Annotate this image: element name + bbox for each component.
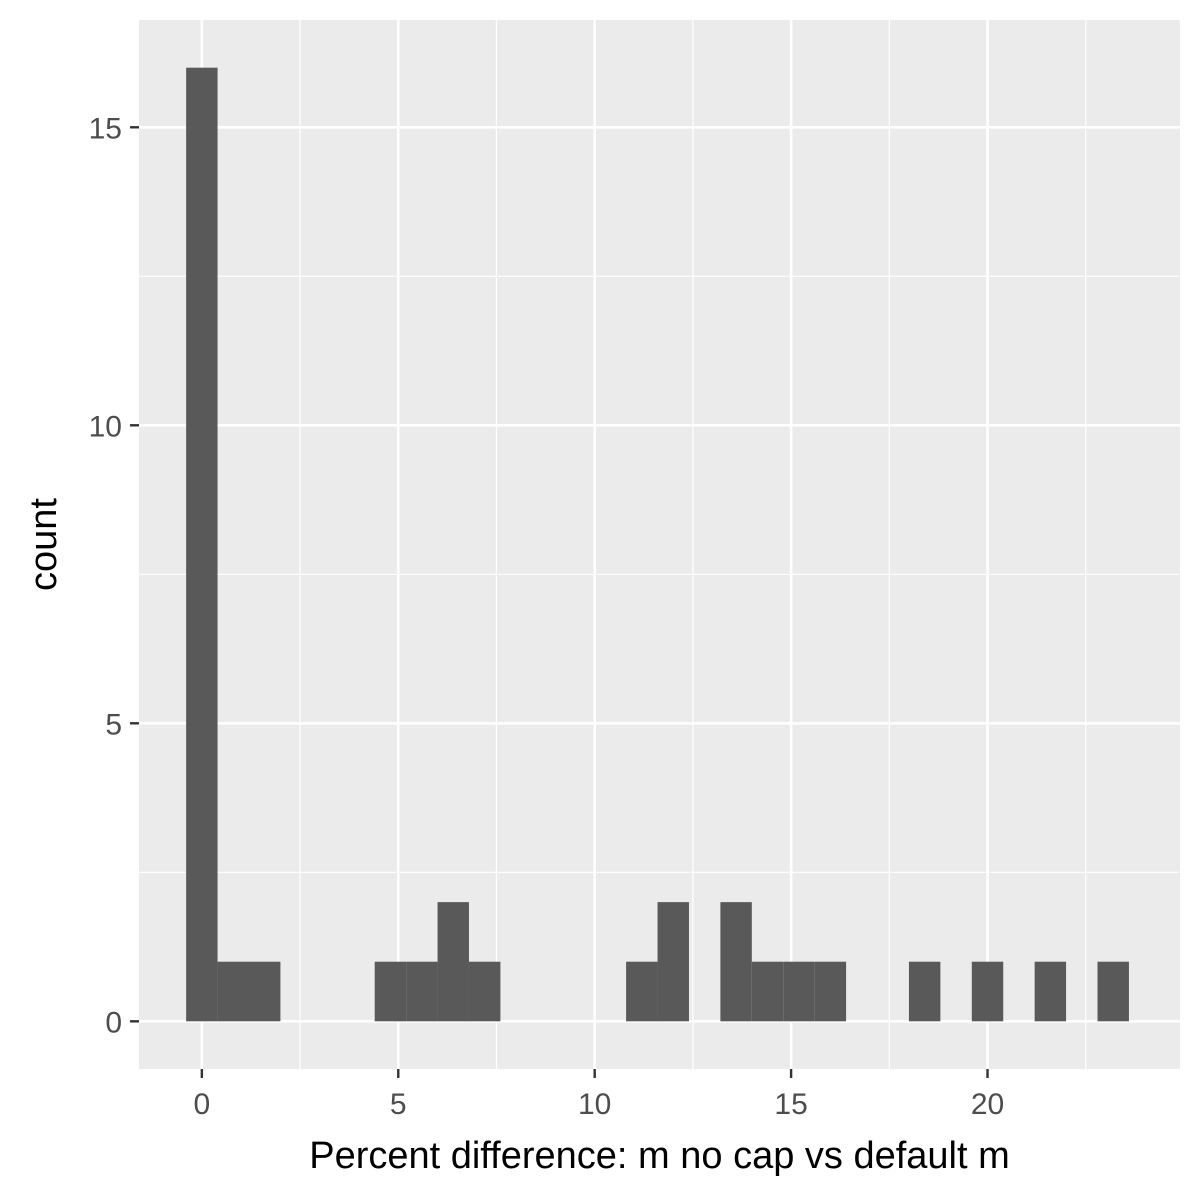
histogram-bar bbox=[186, 67, 218, 1022]
histogram-bar bbox=[720, 902, 752, 1022]
histogram-bar bbox=[248, 961, 281, 1022]
histogram-bar bbox=[657, 902, 689, 1022]
histogram-bar bbox=[437, 902, 469, 1022]
histogram-bar bbox=[406, 961, 438, 1022]
x-axis: 0 5 10 15 20 bbox=[194, 1069, 1004, 1121]
y-tick-label: 10 bbox=[89, 410, 122, 443]
histogram-bar bbox=[908, 961, 941, 1022]
x-axis-title: Percent difference: m no cap vs default … bbox=[309, 1135, 1010, 1177]
histogram-bar bbox=[374, 961, 407, 1022]
y-tick-label: 0 bbox=[105, 1006, 122, 1039]
histogram-bar bbox=[751, 961, 784, 1022]
histogram-bar bbox=[814, 961, 847, 1022]
histogram-bar bbox=[1034, 961, 1067, 1022]
y-axis: 0 5 10 15 bbox=[89, 112, 139, 1039]
x-tick-label: 15 bbox=[774, 1088, 807, 1121]
histogram-bar bbox=[1097, 961, 1129, 1022]
y-tick-label: 5 bbox=[105, 708, 122, 741]
histogram-bar bbox=[783, 961, 815, 1022]
x-tick-label: 20 bbox=[971, 1088, 1004, 1121]
histogram-bar bbox=[626, 961, 658, 1022]
y-axis-title: count bbox=[23, 498, 65, 591]
histogram-bar bbox=[468, 961, 501, 1022]
x-tick-label: 5 bbox=[390, 1088, 407, 1121]
plot-panel bbox=[139, 20, 1180, 1069]
x-tick-label: 0 bbox=[194, 1088, 211, 1121]
histogram-bars bbox=[186, 67, 1129, 1022]
x-tick-label: 10 bbox=[578, 1088, 611, 1121]
y-tick-label: 15 bbox=[89, 112, 122, 145]
grid-minor bbox=[139, 20, 1180, 1069]
histogram-bar bbox=[971, 961, 1004, 1022]
histogram-bar bbox=[217, 961, 249, 1022]
